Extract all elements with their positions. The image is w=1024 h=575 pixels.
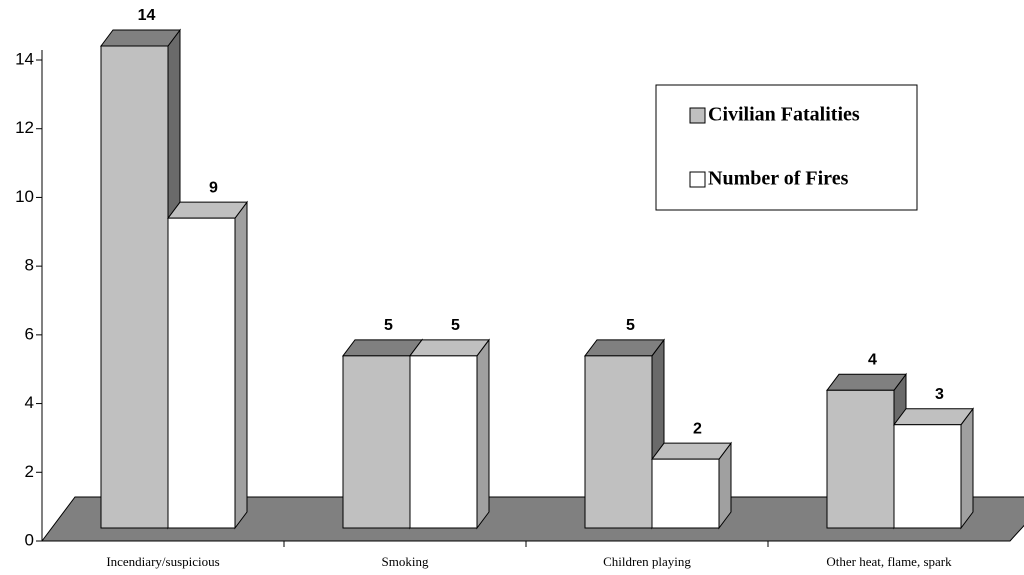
bar-top: [826, 373, 907, 391]
y-tick-label: 6: [25, 324, 34, 343]
bar: [651, 458, 720, 529]
bar: [826, 389, 895, 529]
legend-swatch: [689, 171, 706, 188]
x-tick-label: Smoking: [382, 554, 429, 569]
data-label: 5: [451, 317, 460, 334]
legend-label: Civilian Fatalities: [708, 104, 860, 126]
y-tick-label: 2: [25, 462, 34, 481]
x-tick-label: Other heat, flame, spark: [826, 554, 952, 569]
y-tick-label: 4: [25, 393, 34, 412]
bar: [893, 424, 962, 529]
bar-top: [100, 29, 181, 47]
bar-side: [960, 407, 974, 530]
y-tick-label: 8: [25, 256, 34, 275]
legend-swatch: [689, 107, 706, 124]
y-tick-label: 0: [25, 530, 34, 549]
y-tick-label: 10: [15, 187, 34, 206]
bar-side: [476, 338, 490, 530]
bar-top: [651, 442, 732, 460]
bar: [342, 355, 411, 529]
y-tick-label: 14: [15, 49, 34, 68]
data-label: 2: [693, 420, 702, 437]
data-label: 5: [384, 317, 393, 334]
legend-label: Number of Fires: [708, 168, 849, 190]
bar-top: [342, 339, 423, 357]
bar-side: [234, 200, 248, 530]
data-label: 5: [626, 317, 635, 334]
data-label: 14: [138, 7, 156, 24]
x-tick-label: Children playing: [603, 554, 691, 569]
y-tick-label: 12: [15, 118, 34, 137]
data-label: 9: [209, 179, 218, 196]
bar-top: [167, 201, 248, 219]
legend-box: [655, 84, 918, 211]
bar: [100, 45, 169, 529]
x-tick-label: Incendiary/suspicious: [106, 554, 219, 569]
data-label: 4: [868, 352, 877, 369]
bar: [409, 355, 478, 529]
bar: [167, 217, 236, 529]
bar-top: [584, 339, 665, 357]
bar-top: [409, 339, 490, 357]
bar: [584, 355, 653, 529]
bar-top: [893, 408, 974, 426]
data-label: 3: [935, 386, 944, 403]
